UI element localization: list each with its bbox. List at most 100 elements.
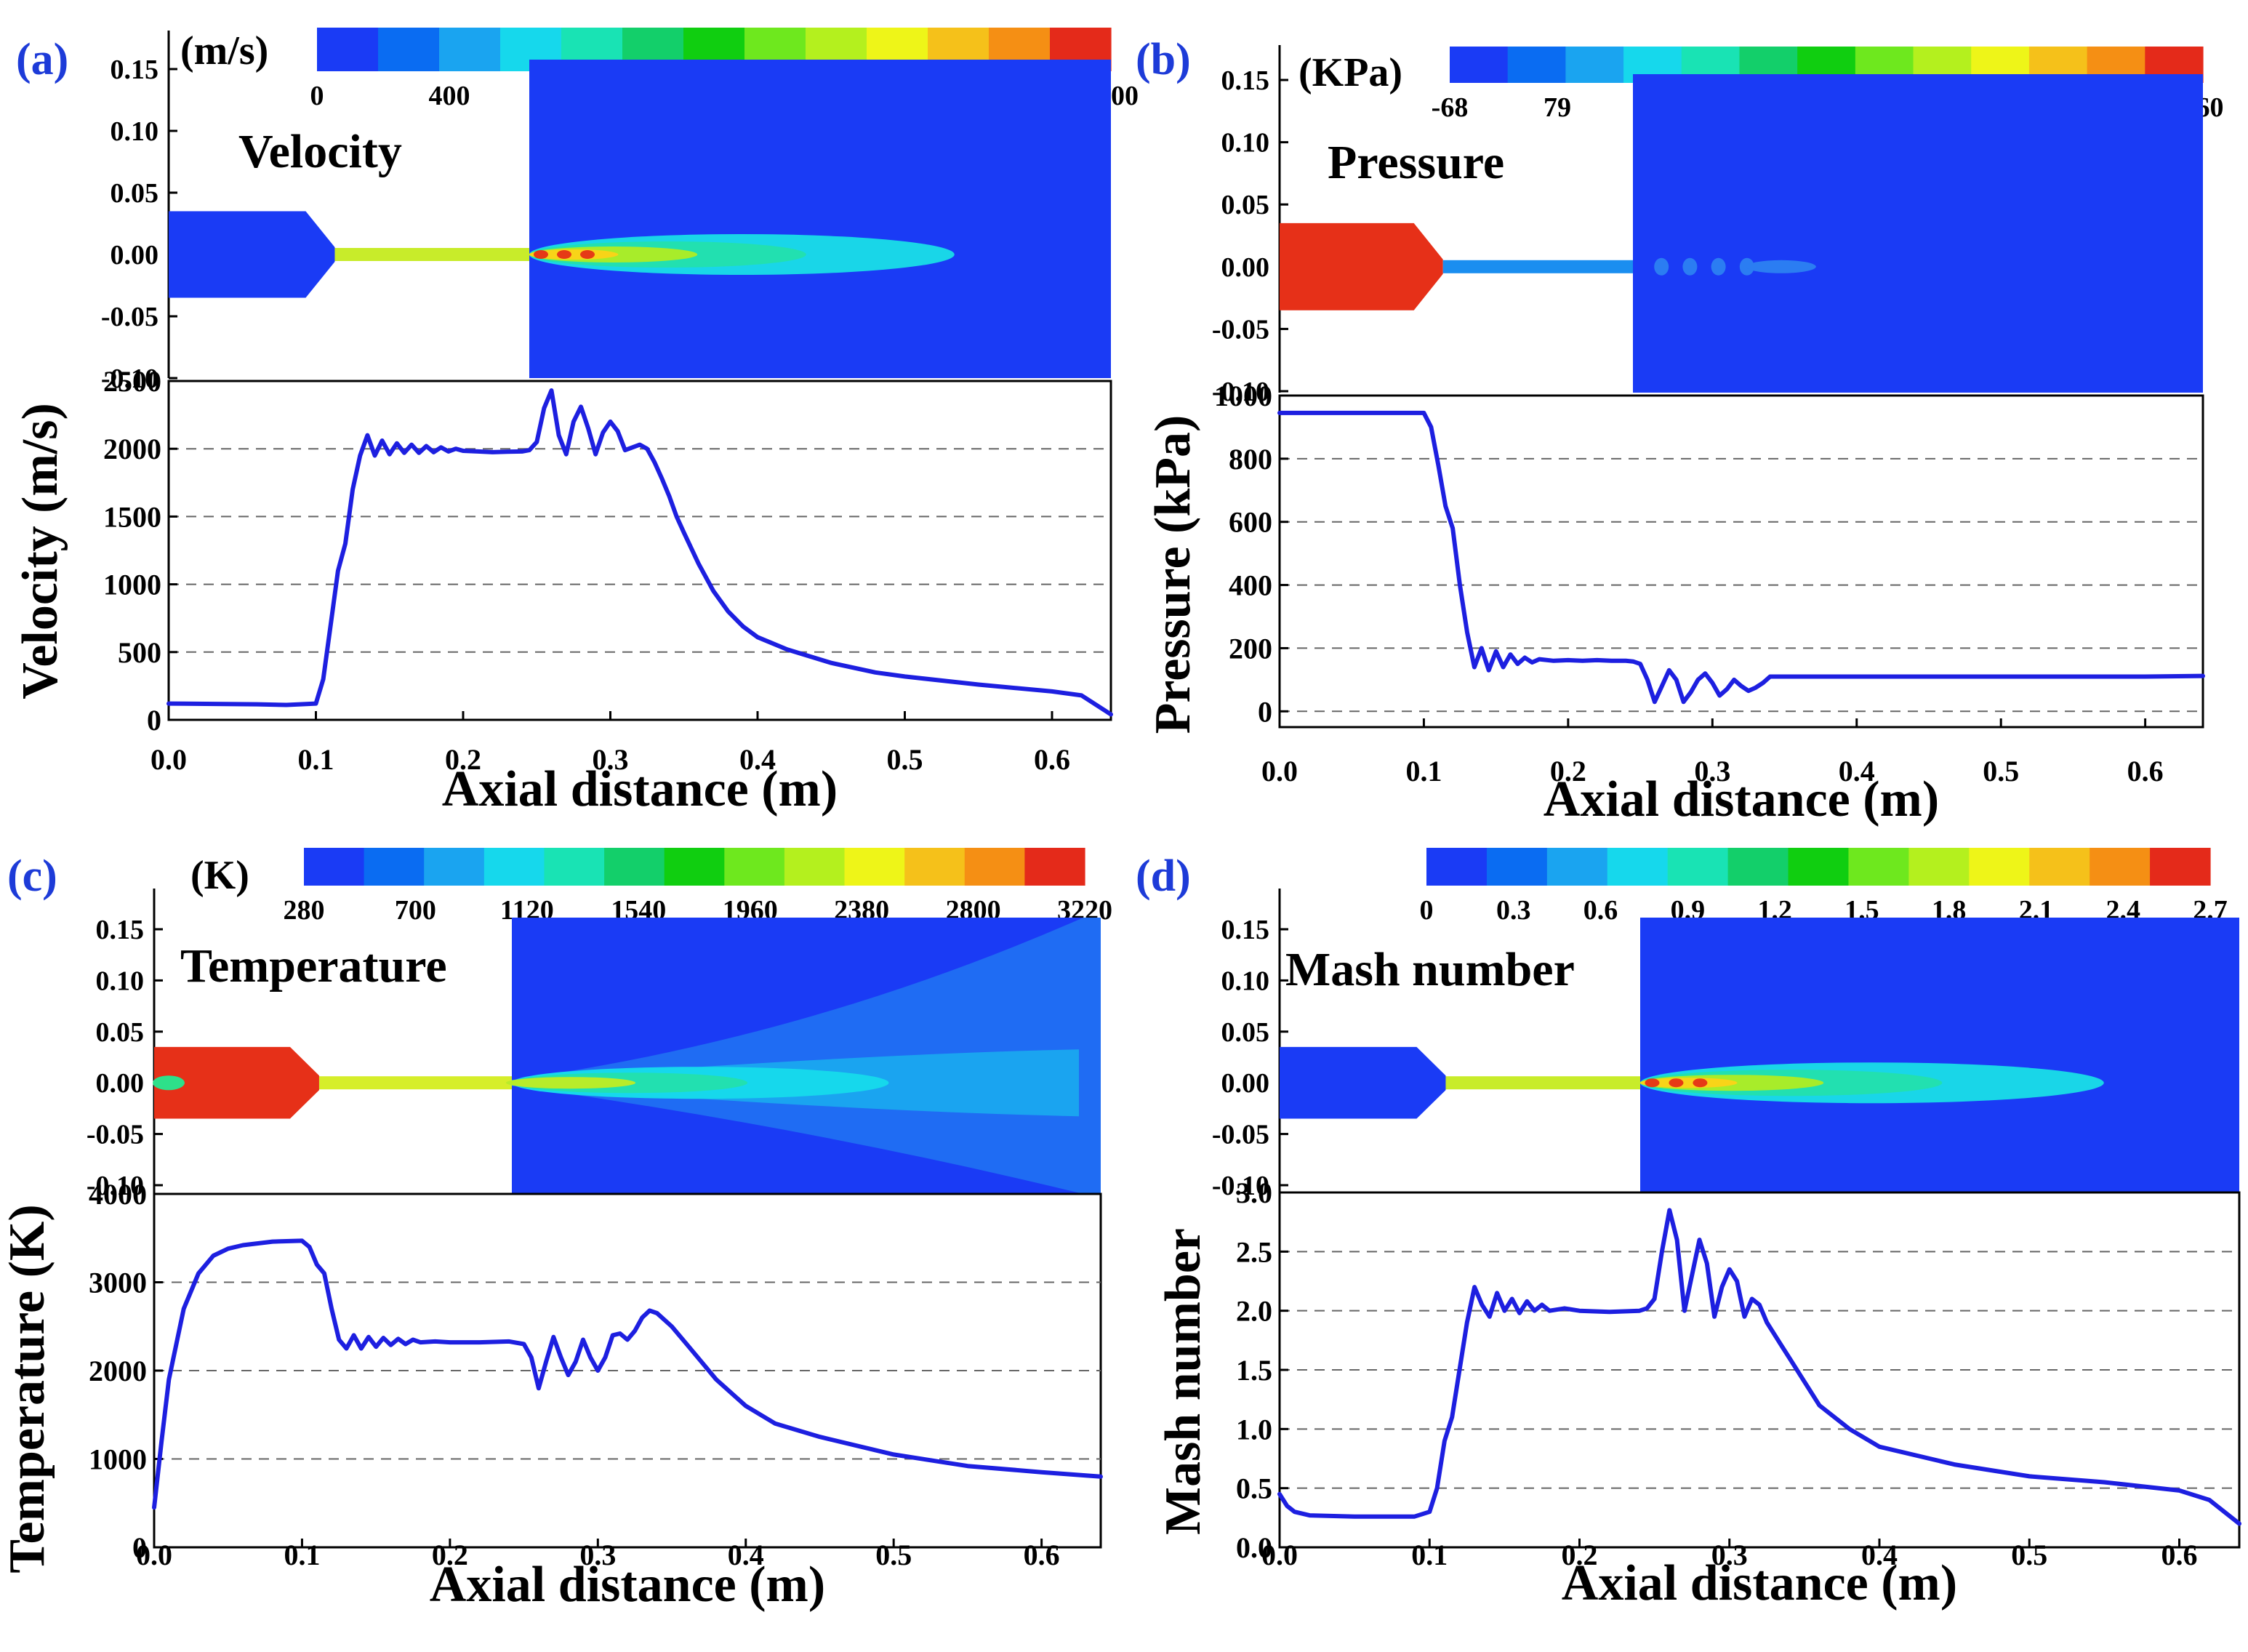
- x-tick-label: 0.6: [1024, 1539, 1060, 1571]
- y-tick-label: 400: [1229, 569, 1272, 602]
- colorbar-swatch: [904, 848, 966, 886]
- contour-chamber: [1640, 918, 2239, 1192]
- colorbar-tick-label: 0.6: [1583, 895, 1618, 926]
- colorbar-tick-label: 700: [395, 895, 436, 926]
- contour-nozzle: [1280, 222, 1443, 310]
- panel-label-b: (b): [1136, 35, 1191, 84]
- y-tick-label: 4000: [89, 1178, 147, 1211]
- y-tick-label: 0.0: [1236, 1531, 1272, 1564]
- colorbar-swatch: [483, 848, 545, 886]
- x-tick-label: 0.0: [1261, 755, 1298, 787]
- contour-y-tick-label: 0.10: [1221, 128, 1270, 159]
- y-tick-label: 1.0: [1236, 1413, 1272, 1446]
- colorbar-tick-label: 280: [284, 895, 325, 926]
- colorbar-swatch: [1607, 848, 1669, 886]
- colorbar-unit-label: (KPa): [1298, 50, 1402, 95]
- contour-plume-band: [512, 918, 1101, 1194]
- colorbar-swatch: [724, 848, 785, 886]
- contour-nozzle: [154, 1046, 319, 1119]
- contour-shock-cell: [580, 250, 595, 259]
- y-tick-label: 0: [147, 704, 161, 737]
- contour-y-tick-label: 0.15: [111, 55, 159, 85]
- colorbar-swatch: [964, 848, 1025, 886]
- colorbar-swatch: [1565, 47, 1624, 83]
- contour-shock-cell: [1711, 257, 1726, 276]
- x-tick-label: 0.4: [739, 743, 776, 776]
- contour-y-tick-label: 0.05: [111, 178, 159, 209]
- series-line-d: [1277, 1208, 2241, 1526]
- contour-y-tick-label: -0.10: [1212, 377, 1269, 407]
- colorbar-swatch: [1727, 848, 1789, 886]
- contour-y-tick-label: 0.10: [96, 966, 145, 996]
- colorbar-swatch: [1546, 848, 1608, 886]
- x-tick-label: 0.0: [150, 743, 187, 776]
- contour-shock-cell: [1654, 257, 1669, 276]
- contour-y-tick-label: 0.00: [1221, 1068, 1270, 1099]
- x-tick-label: 0.3: [579, 1539, 616, 1571]
- contour-nozzle: [1280, 1046, 1446, 1119]
- colorbar-swatch: [544, 848, 605, 886]
- colorbar-swatch: [604, 848, 665, 886]
- colorbar-swatch: [1450, 47, 1509, 83]
- y-tick-label: 2500: [103, 365, 161, 398]
- contour-jet-core: [1442, 260, 1633, 273]
- contour-y-tick-label: -0.10: [101, 364, 158, 394]
- y-tick-label: 1000: [89, 1443, 147, 1476]
- colorbar-swatch: [378, 28, 440, 71]
- colorbar-swatch: [1024, 848, 1085, 886]
- x-tick-label: 0.1: [1405, 755, 1442, 787]
- x-tick-label: 0.3: [1711, 1539, 1748, 1571]
- x-tick-label: 0.4: [1861, 1539, 1898, 1571]
- colorbar-swatch: [844, 848, 905, 886]
- field-title-c: Temperature: [180, 939, 447, 993]
- y-tick-label: 3.0: [1236, 1176, 1272, 1209]
- contour-shock-cell: [1746, 260, 1816, 273]
- y-tick-label: 200: [1229, 632, 1272, 665]
- colorbar-swatch: [1969, 848, 2030, 886]
- contour-plume-band: [1640, 1078, 1738, 1088]
- contour-y-tick-label: 0.00: [96, 1068, 145, 1099]
- panel-a: (a)04008001200160020002400(m/s)0.150.100…: [12, 28, 1139, 817]
- colorbar-swatch: [2150, 848, 2211, 886]
- colorbar-swatch: [1486, 848, 1548, 886]
- colorbar-swatch: [364, 848, 425, 886]
- contour-shock-cell: [534, 250, 548, 259]
- colorbar-swatch: [1507, 47, 1566, 83]
- panel-c: (c)280 700 1120 1540 1960 2380 2800 3220(K)0.15…: [0, 848, 1112, 1613]
- x-tick-label: 0.0: [136, 1539, 172, 1571]
- y-tick-label: 3000: [89, 1267, 147, 1299]
- contour-y-tick-label: 0.00: [111, 240, 159, 270]
- contour-plume-band: [505, 1077, 636, 1089]
- series-line-c: [152, 1238, 1103, 1510]
- colorbar-swatch: [2090, 848, 2151, 886]
- y-tick-label: 1000: [1214, 380, 1272, 412]
- contour-y-tick-label: 0.05: [96, 1017, 145, 1048]
- x-tick-label: 0.1: [298, 743, 334, 776]
- x-tick-label: 0.6: [1034, 743, 1070, 776]
- contour-nozzle-core: [153, 1075, 185, 1091]
- colorbar-swatch: [2029, 848, 2090, 886]
- contour-shock-cell: [1645, 1078, 1660, 1088]
- plot-frame: [167, 380, 1112, 721]
- contour-y-tick-label: 0.05: [1221, 1017, 1270, 1048]
- colorbar-tick-label: -68: [1432, 92, 1469, 123]
- colorbar-unit-label: (K): [190, 853, 249, 898]
- contour-jet-core: [1445, 1076, 1640, 1090]
- contour-jet-core: [334, 248, 529, 261]
- x-tick-label: 0.0: [1261, 1539, 1298, 1571]
- contour-y-tick-label: 0.10: [111, 116, 159, 147]
- colorbar-unit-label: (m/s): [180, 28, 268, 73]
- contour-y-tick-label: -0.10: [87, 1171, 144, 1201]
- colorbar-tick-label: 400: [429, 81, 470, 111]
- x-tick-label: 0.3: [593, 743, 629, 776]
- contour-y-tick-label: 0.00: [1221, 252, 1270, 283]
- x-tick-label: 0.6: [2161, 1539, 2198, 1571]
- y-axis-label: Pressure (kPa): [1145, 415, 1201, 734]
- x-axis-label: Axial distance (m): [442, 761, 838, 817]
- colorbar-swatch: [1667, 848, 1729, 886]
- colorbar-swatch: [1848, 848, 1909, 886]
- x-tick-label: 0.2: [1550, 755, 1586, 787]
- colorbar-swatch: [784, 848, 846, 886]
- panel-label-a: (a): [16, 35, 68, 84]
